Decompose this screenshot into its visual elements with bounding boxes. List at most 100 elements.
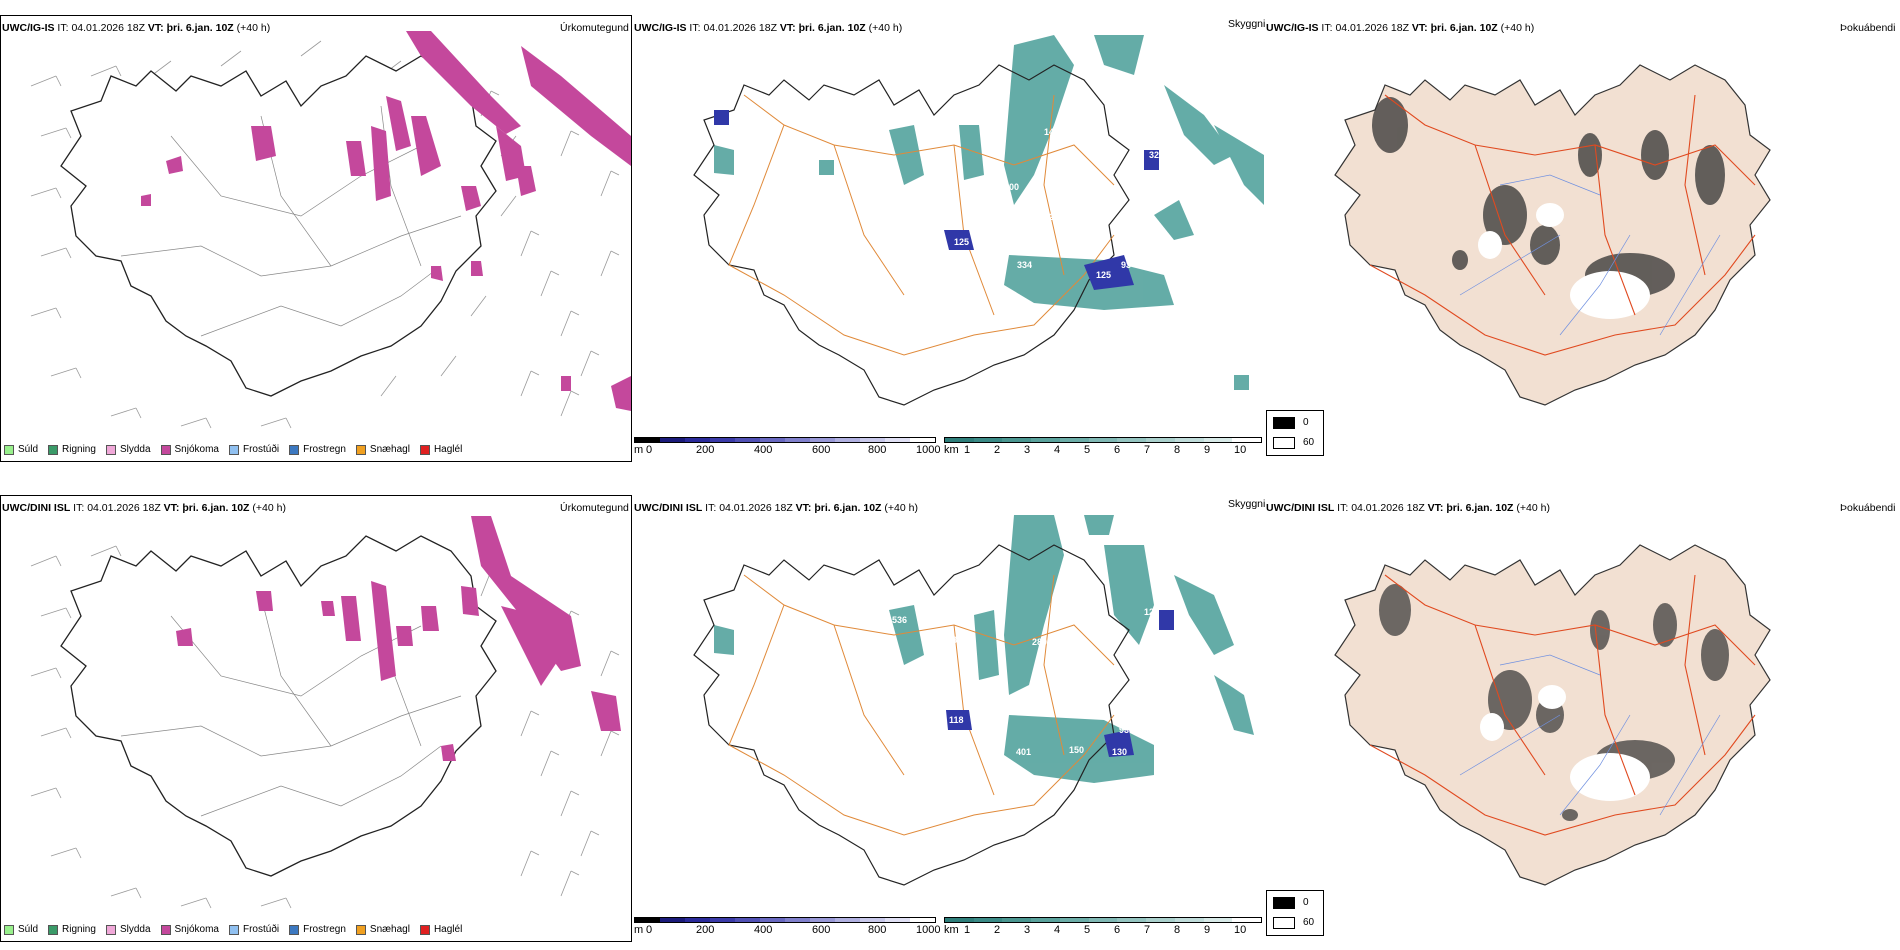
model-name: UWC/DINI ISL [2,502,71,514]
map-precip-type-row1[interactable] [0,15,632,462]
roads-red [1369,574,1756,836]
ceiling-tick: 600 [812,444,831,456]
swatch [160,924,171,935]
legend-label: Súld [18,444,39,455]
ceiling-label: 130 [1112,747,1127,757]
ceiling-label: 334 [1017,260,1032,270]
legend-item: Snjókoma [160,924,219,935]
ceiling-scale-swatch [685,918,710,922]
visibility-scale-swatch [1088,438,1118,442]
header-visibility-row1: UWC/IG-IS IT: 04.01.2026 18Z VT: þri. 6.… [634,22,902,34]
vt-label: VT: [147,22,164,34]
vt-value: þri. 6.jan. 10Z [182,502,250,514]
ceiling-label: 936 [844,117,859,127]
glaciers [1478,203,1650,319]
model-name: UWC/DINI ISL [634,502,703,514]
vt-value: þri. 6.jan. 10Z [1446,502,1514,514]
ceiling-label: 196 [1144,247,1159,257]
ceiling-label: 300 [1004,182,1019,192]
visibility-scale-swatch [1146,918,1175,922]
legend-item: Slydda [105,444,151,455]
map-visibility-svg: 536 808 289 118 401 150 130 93 123 19 [693,515,1254,886]
legend-item: Slydda [105,924,151,935]
ceiling-scale-swatch [660,438,685,442]
ceiling-labels: 936 141 215 300 226 125 334 125 93 196 3… [844,117,1159,280]
ceiling-scale-swatch [835,918,860,922]
ceiling-scale-swatch [635,918,660,922]
ceiling-tick: 1000 [916,924,941,936]
visibility-scale-swatch [1031,438,1060,442]
ceiling-label: 125 [1096,270,1111,280]
it-label: IT: [1337,502,1349,514]
model-name: UWC/DINI ISL [1266,502,1335,514]
visibility-tick: 3 [1024,444,1031,456]
roads-orange [728,574,1115,836]
ceiling-label: 289 [1032,637,1047,647]
cloud-swatch-light [1273,437,1295,449]
ceiling-scale-swatch [860,918,885,922]
map-visibility-row1[interactable]: 936 141 215 300 226 125 334 125 93 196 3… [634,35,1264,435]
ceiling-scale-swatch [835,438,860,442]
cloud-swatch-dark [1273,897,1295,909]
swatch [4,924,14,935]
visibility-tick: 10 [1234,924,1247,936]
ceiling-tick: 400 [754,924,773,936]
map-fog-row2[interactable] [1300,515,1880,915]
visibility-tick: 4 [1054,924,1061,936]
visibility-scale-labels-row1: km 1 2 3 4 5 6 7 8 9 10 [944,444,1264,458]
ceiling-label: 401 [1016,747,1031,757]
visibility-scale-swatch [1117,918,1147,922]
visibility-tick: 5 [1084,924,1091,936]
it-value: 04.01.2026 18Z [1335,22,1409,34]
map-fog-row1[interactable] [1300,35,1880,435]
legend-label: Frostregn [303,924,346,935]
ceiling-tick: 0 [646,924,653,936]
vt-label: VT: [795,502,812,514]
visibility-unit: km [944,924,959,936]
iceland-outline [693,544,1130,886]
legend-label: Frostúði [242,924,280,935]
visibility-tick: 3 [1024,924,1031,936]
legend-label: Slydda [119,444,151,455]
legend-label: Frostúði [242,444,280,455]
ceiling-tick: 200 [696,924,715,936]
map-visibility-row2[interactable]: 536 808 289 118 401 150 130 93 123 19 [634,515,1264,915]
it-value: 04.01.2026 18Z [703,22,777,34]
visibility-tick: 8 [1174,924,1181,936]
visibility-scale-swatch [1088,918,1118,922]
ceiling-scale-swatch [885,438,910,442]
legend-item: Frostregn [289,444,346,455]
roads-grey [120,585,462,817]
ceiling-label: 118 [949,715,964,725]
legend-item: Snæhagl [355,924,410,935]
ceiling-scale-swatch [685,438,710,442]
ceiling-scale-swatch [885,918,910,922]
ceiling-label: 93 [1119,725,1129,735]
visibility-tick: 8 [1174,444,1181,456]
legend-label: Snæhagl [369,444,410,455]
it-label: IT: [705,502,717,514]
legend-item: Snjókoma [160,444,219,455]
visibility-scale-swatch [973,438,1003,442]
ceiling-tick: 800 [868,924,887,936]
iceland-outline [60,55,497,397]
roads-grey [120,105,462,337]
visibility-scale-row1 [944,437,1262,443]
ceiling-label: 141 [1044,127,1059,137]
lead-time: (+40 h) [252,502,286,514]
map-visibility-svg: 936 141 215 300 226 125 334 125 93 196 3… [693,35,1264,406]
map-fog-svg [1334,64,1771,406]
ceiling-tick: 200 [696,444,715,456]
ceiling-label: 125 [954,237,969,247]
visibility-tick: 6 [1114,924,1121,936]
title-precip-type: Úrkomutegund [560,22,629,34]
rivers [1459,174,1721,336]
ceiling-label: 123 [1144,607,1159,617]
title-visibility: Skyggni [1228,498,1266,510]
visibility-tick: 9 [1204,924,1211,936]
legend-item: Haglél [419,924,462,935]
map-precip-type-row2[interactable] [0,495,632,942]
low-visibility-areas [714,515,1254,783]
iceland-outline [693,64,1130,406]
title-fog: Þokuábendi [1840,502,1896,514]
